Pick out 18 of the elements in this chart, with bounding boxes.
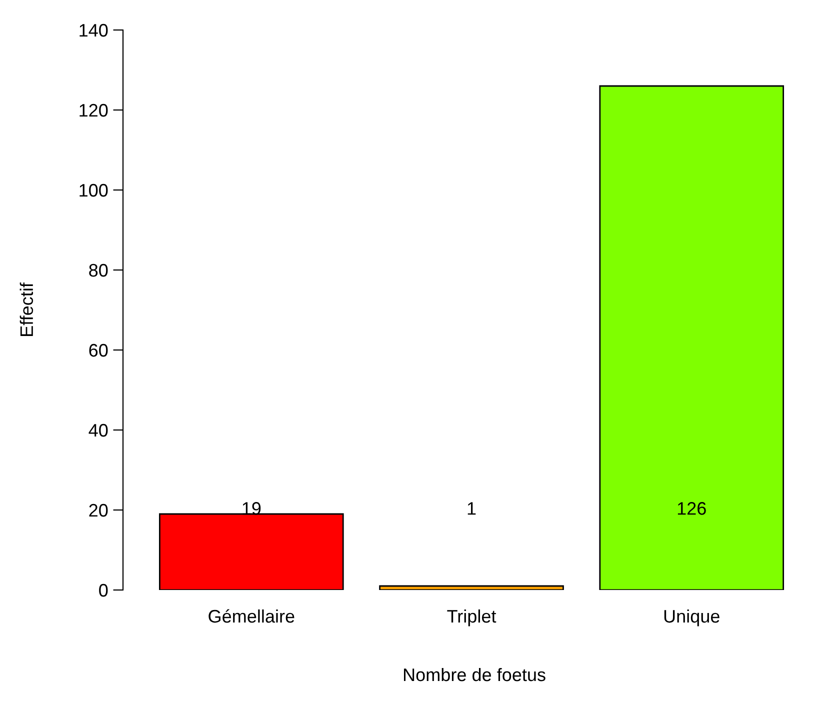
bar: [158, 513, 344, 590]
x-tick-label: Unique: [664, 609, 720, 626]
y-tick-label: 0: [99, 584, 108, 597]
annotation: 1: [468, 502, 476, 515]
x-axis-title: Nombre de foetus: [404, 668, 546, 682]
x-tick-label: Triplet: [447, 609, 496, 626]
y-tick-label: 60: [89, 344, 108, 357]
bar: [599, 85, 784, 590]
y-tick-label: 40: [88, 424, 108, 437]
y-tick-label: 100: [80, 184, 108, 197]
annotation: 126: [678, 502, 706, 515]
x-tick-label: Gémellaire: [208, 609, 294, 623]
y-tick-label: 120: [80, 104, 108, 117]
y-axis-title: Effectif: [20, 282, 34, 336]
y-tick-label: 140: [80, 24, 108, 37]
y-tick-label: 20: [89, 504, 108, 517]
y-tick-label: 80: [89, 264, 108, 277]
bar: [379, 585, 564, 590]
